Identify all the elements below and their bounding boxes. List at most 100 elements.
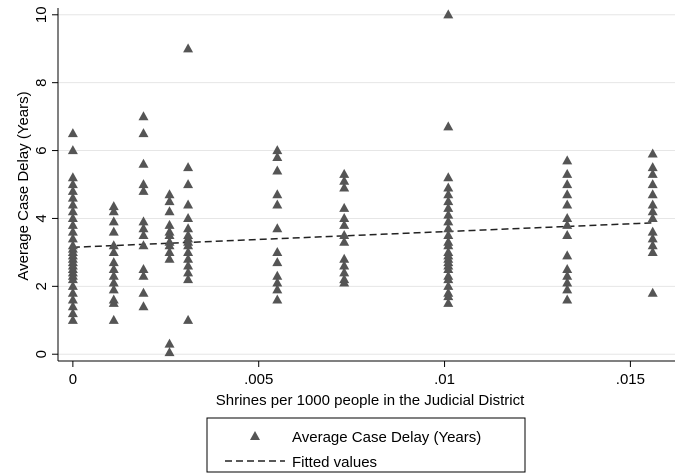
data-point-triangle xyxy=(108,297,119,307)
data-point-triangle xyxy=(164,189,175,199)
data-point-triangle xyxy=(443,9,454,19)
data-point-triangle xyxy=(108,240,119,250)
data-point-triangle xyxy=(647,240,658,250)
data-point-triangle xyxy=(272,165,283,175)
data-point-triangle xyxy=(647,226,658,236)
data-point-triangle xyxy=(272,199,283,209)
data-point-triangle xyxy=(183,162,194,172)
data-point-triangle xyxy=(443,216,454,226)
data-point-triangle xyxy=(183,253,194,263)
axes: 0 2 4 6 8 10 0 .005 .01 .015 xyxy=(33,6,675,388)
data-point-triangle xyxy=(443,230,454,240)
data-point-triangle xyxy=(339,182,350,192)
data-point-triangle xyxy=(138,301,149,311)
y-tick-label: 10 xyxy=(33,6,50,23)
data-point-triangle xyxy=(272,223,283,233)
data-point-triangle xyxy=(647,206,658,216)
data-point-triangle xyxy=(108,263,119,273)
data-point-triangle xyxy=(138,128,149,138)
data-point-triangle xyxy=(67,206,78,216)
data-point-triangle xyxy=(67,145,78,155)
data-point-triangle xyxy=(183,260,194,270)
data-point-triangle xyxy=(272,145,283,155)
data-point-triangle xyxy=(67,199,78,209)
data-point-triangle xyxy=(67,172,78,182)
data-point-triangle xyxy=(108,314,119,324)
data-point-triangle xyxy=(272,294,283,304)
data-point-triangle xyxy=(647,213,658,223)
data-point-triangle xyxy=(108,270,119,280)
data-point-triangle xyxy=(138,179,149,189)
data-point-triangle xyxy=(443,297,454,307)
data-point-triangle xyxy=(562,263,573,273)
data-point-triangle xyxy=(67,274,78,284)
y-tick-label: 2 xyxy=(33,282,50,290)
data-point-triangle xyxy=(164,230,175,240)
data-point-triangle xyxy=(647,148,658,158)
data-point-triangle xyxy=(339,260,350,270)
legend-box xyxy=(206,417,526,473)
data-point-triangle xyxy=(647,168,658,178)
data-point-triangle xyxy=(108,201,119,211)
data-point-triangle xyxy=(138,263,149,273)
legend-label-scatter: Average Case Delay (Years) xyxy=(292,429,481,446)
data-point-triangle xyxy=(138,287,149,297)
data-point-triangle xyxy=(339,219,350,229)
data-point-triangle xyxy=(138,223,149,233)
data-point-triangle xyxy=(67,301,78,311)
data-point-triangle xyxy=(339,213,350,223)
data-point-triangle xyxy=(108,277,119,287)
data-point-triangle xyxy=(562,213,573,223)
data-point-triangle xyxy=(272,284,283,294)
data-point-triangle xyxy=(67,314,78,324)
data-point-triangle xyxy=(67,308,78,318)
data-point-triangle xyxy=(67,185,78,195)
y-axis-title: Average Case Delay (Years) xyxy=(15,91,32,280)
data-point-triangle xyxy=(138,240,149,250)
data-point-triangle xyxy=(183,267,194,277)
data-point-triangle xyxy=(138,185,149,195)
data-point-triangle xyxy=(443,263,454,273)
data-point-triangle xyxy=(67,179,78,189)
y-tick-label: 4 xyxy=(33,214,50,222)
data-point-triangle xyxy=(443,189,454,199)
data-point-triangle xyxy=(138,270,149,280)
data-point-triangle xyxy=(272,277,283,287)
data-point-triangle xyxy=(183,246,194,256)
x-tick-label: .005 xyxy=(244,371,273,388)
data-point-triangle xyxy=(443,223,454,233)
data-point-triangle xyxy=(272,246,283,256)
legend-triangle-icon xyxy=(250,431,260,440)
data-point-triangle xyxy=(339,267,350,277)
data-point-triangle xyxy=(647,179,658,189)
data-point-triangle xyxy=(108,284,119,294)
x-tick-label: .015 xyxy=(616,371,645,388)
data-point-triangle xyxy=(138,230,149,240)
x-axis-title: Shrines per 1000 people in the Judicial … xyxy=(216,392,525,409)
data-point-triangle xyxy=(443,121,454,131)
data-point-triangle xyxy=(443,280,454,290)
data-point-triangle xyxy=(443,240,454,250)
data-point-triangle xyxy=(67,219,78,229)
data-point-triangle xyxy=(272,270,283,280)
data-point-triangle xyxy=(183,199,194,209)
legend: Average Case Delay (Years) Fitted values xyxy=(206,417,526,473)
data-point-triangle xyxy=(108,206,119,216)
data-point-triangle xyxy=(339,253,350,263)
data-point-triangle xyxy=(272,257,283,267)
data-point-triangle xyxy=(164,347,175,357)
plot-area xyxy=(67,9,658,357)
data-point-triangle xyxy=(183,213,194,223)
data-point-triangle xyxy=(67,128,78,138)
data-point-triangle xyxy=(443,182,454,192)
data-point-triangle xyxy=(647,162,658,172)
data-point-triangle xyxy=(183,43,194,53)
data-point-triangle xyxy=(562,168,573,178)
data-point-triangle xyxy=(443,196,454,206)
data-point-triangle xyxy=(443,209,454,219)
data-point-triangle xyxy=(67,213,78,223)
data-point-triangle xyxy=(647,287,658,297)
data-point-triangle xyxy=(183,223,194,233)
data-point-triangle xyxy=(562,294,573,304)
